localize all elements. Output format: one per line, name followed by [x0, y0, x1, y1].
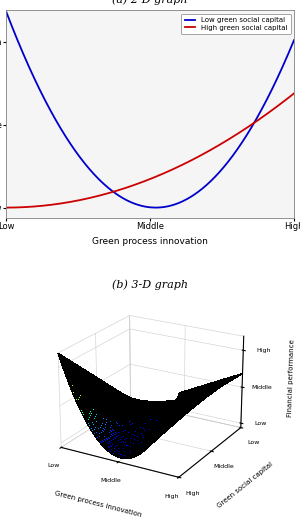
High green social capital — [141, 179, 145, 185]
Low green social capital — [176, 200, 180, 207]
High green social capital — [292, 90, 296, 97]
High green social capital — [143, 178, 146, 184]
Low green social capital — [292, 37, 296, 43]
High green social capital — [176, 164, 179, 170]
Title: (b) 3-D graph: (b) 3-D graph — [112, 279, 188, 290]
High green social capital — [4, 204, 8, 211]
High green social capital — [240, 128, 244, 134]
Low green social capital — [4, 8, 8, 14]
Low green social capital — [286, 52, 290, 58]
Title: (a) 2-D graph: (a) 2-D graph — [112, 0, 188, 5]
Low green social capital — [154, 204, 157, 211]
High green social capital — [160, 171, 164, 177]
Low green social capital — [141, 203, 145, 209]
Legend: Low green social capital, High green social capital: Low green social capital, High green soc… — [181, 14, 290, 34]
Line: Low green social capital: Low green social capital — [6, 11, 294, 208]
Low green social capital — [143, 203, 146, 210]
Y-axis label: Green social capital: Green social capital — [216, 461, 274, 510]
X-axis label: Green process innovation: Green process innovation — [92, 237, 208, 245]
Low green social capital — [160, 204, 164, 210]
Low green social capital — [241, 139, 244, 145]
Line: High green social capital: High green social capital — [6, 93, 294, 208]
High green social capital — [285, 95, 289, 102]
X-axis label: Green process innovation: Green process innovation — [54, 490, 142, 517]
